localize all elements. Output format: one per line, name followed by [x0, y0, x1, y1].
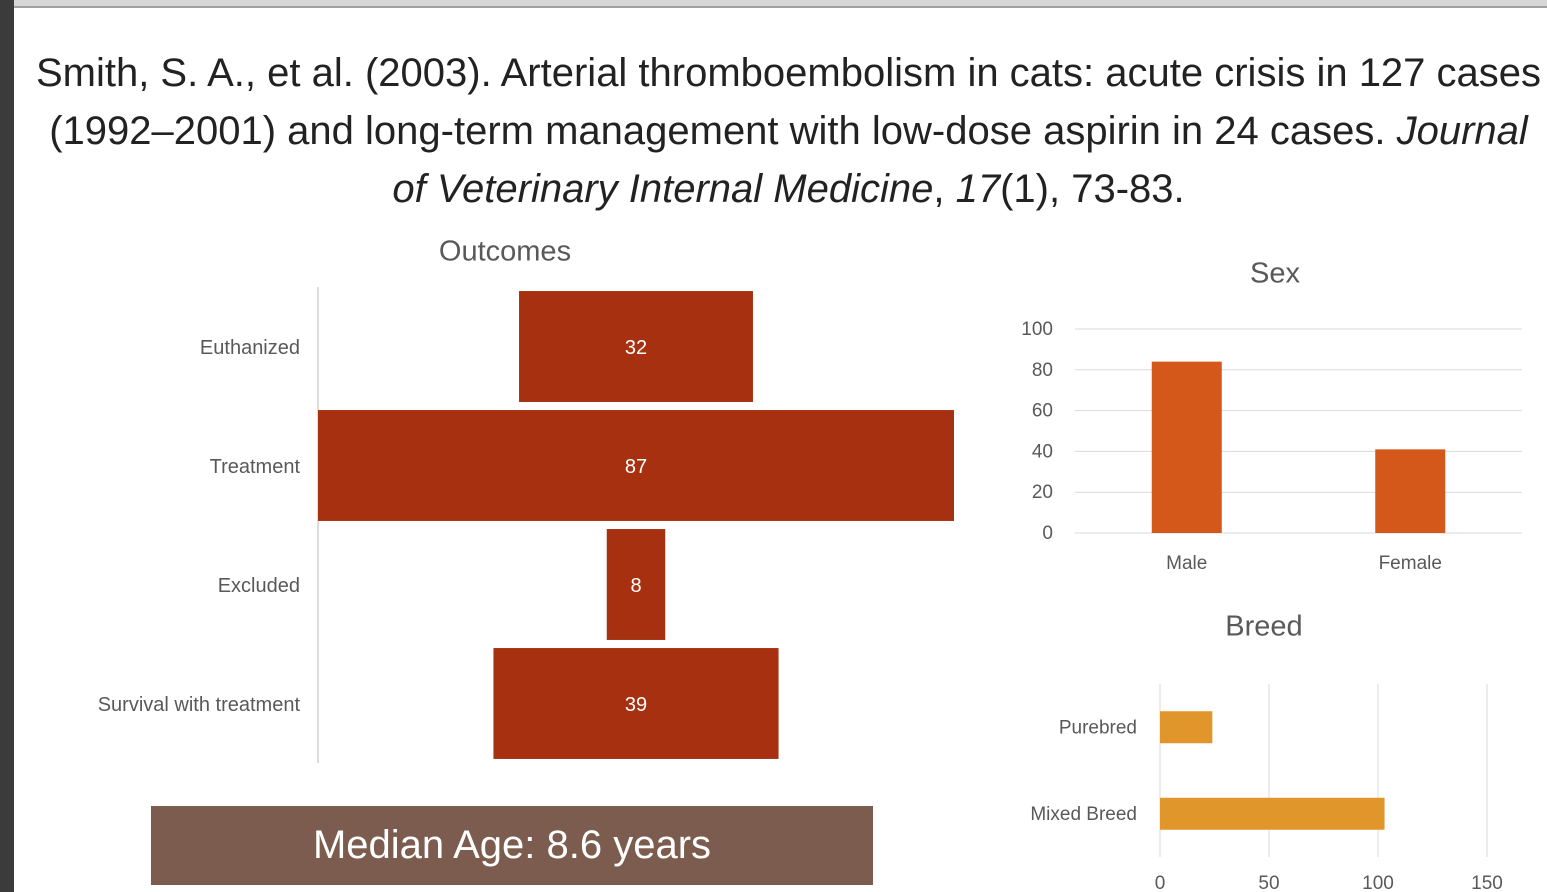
citation-part: Smith, S. A., et al. (2003). Arterial th…	[35, 51, 1542, 153]
data-label: 39	[625, 694, 647, 716]
citation-part: Journal of Veterinary Internal Medicine	[392, 109, 1528, 211]
y-tick-label: 80	[1032, 360, 1053, 381]
category-label: Excluded	[218, 575, 300, 597]
x-tick-label: Female	[1379, 553, 1442, 574]
y-tick-label: 20	[1032, 482, 1053, 503]
x-tick-label: 0	[1155, 873, 1166, 892]
y-tick-label: 100	[1021, 319, 1053, 340]
citation: Smith, S. A., et al. (2003). Arterial th…	[30, 44, 1547, 218]
citation-part: (1), 73-83.	[1000, 167, 1185, 211]
side-strip	[0, 0, 14, 892]
chart-title: Outcomes	[439, 236, 571, 268]
bar	[1375, 449, 1446, 533]
y-tick-label: Purebred	[1059, 717, 1137, 738]
x-tick-label: 100	[1362, 873, 1394, 892]
bar	[318, 410, 954, 521]
bar	[493, 648, 779, 759]
top-bar	[14, 0, 1547, 8]
bar	[1160, 711, 1213, 744]
bar	[606, 529, 666, 640]
data-label: 8	[630, 575, 641, 597]
citation-part: 17	[955, 167, 1001, 211]
chart-title: Breed	[1225, 611, 1302, 643]
y-tick-label: 0	[1042, 523, 1053, 544]
median-age-callout: Median Age: 8.6 years	[151, 806, 873, 885]
x-tick-label: 50	[1258, 873, 1279, 892]
x-tick-label: 150	[1471, 873, 1503, 892]
y-tick-label: 40	[1032, 441, 1053, 462]
bar	[519, 291, 753, 402]
x-tick-label: Male	[1166, 553, 1207, 574]
chart-title: Sex	[1250, 258, 1300, 290]
citation-part: ,	[933, 167, 956, 211]
category-label: Treatment	[210, 456, 301, 478]
data-label: 32	[625, 337, 647, 359]
category-label: Euthanized	[200, 337, 300, 359]
data-label: 87	[625, 456, 647, 478]
y-tick-label: 60	[1032, 401, 1053, 422]
y-tick-label: Mixed Breed	[1030, 804, 1137, 825]
bar	[1151, 361, 1222, 533]
category-label: Survival with treatment	[98, 694, 301, 716]
bar	[1160, 797, 1385, 830]
